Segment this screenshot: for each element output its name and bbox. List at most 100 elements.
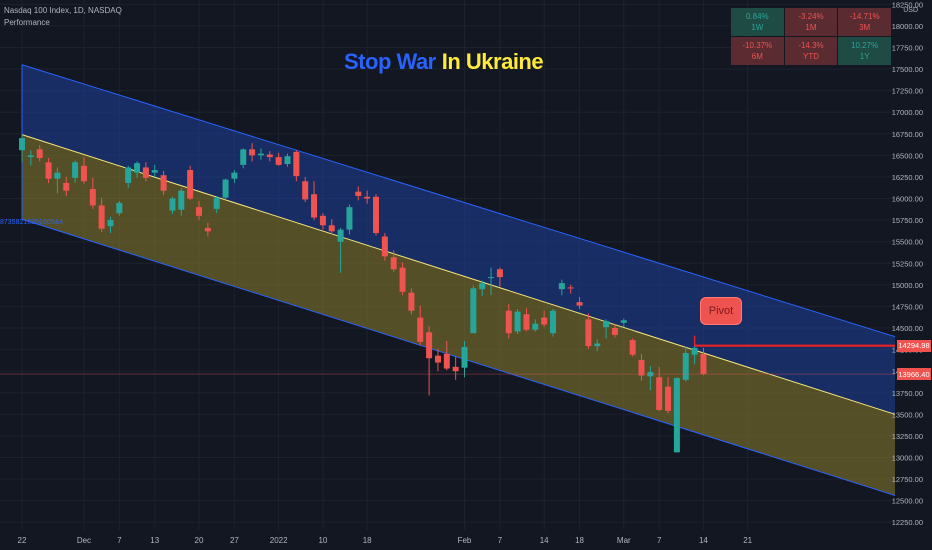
candle [275,152,282,166]
candle [673,377,680,453]
candle-body [213,197,220,209]
candle [470,285,477,334]
performance-value: -14.71% [849,12,880,21]
candle-body [452,366,459,372]
candle [373,194,379,236]
candle [249,143,256,162]
candle-body [523,314,530,330]
candle-body [567,287,574,289]
candle-body [116,202,123,214]
candle [116,201,123,216]
price-tick-label: 14750.00 [892,302,923,311]
candle-body [514,311,521,332]
price-tick-label: 16250.00 [892,173,923,182]
performance-cell: 0.84% 1W [731,8,784,36]
candle [629,338,636,357]
candle [72,160,79,183]
candle-body [311,194,318,218]
candle-body [222,179,229,198]
candle-body [275,157,282,165]
candle [541,310,548,328]
price-tick-label: 15500.00 [892,238,923,247]
candle-body [373,196,379,234]
price-tick-label: 13500.00 [892,410,923,419]
candle [319,213,326,230]
price-tick-label: 13750.00 [892,389,923,398]
candle [187,165,194,201]
candle-body [337,229,344,242]
candle [381,233,388,261]
candle-body [488,277,495,279]
candle-body [98,205,105,229]
candle [611,324,618,338]
performance-period: 1M [805,23,817,32]
price-tick-label: 18000.00 [892,22,923,31]
candle [302,176,309,202]
candle [80,157,87,184]
pivot-price-tag: 14294.98 [897,339,931,352]
candle-body [665,386,672,411]
time-tick-label: Feb [458,536,472,545]
candle-body [187,170,194,199]
candle-body [479,283,486,290]
candle [682,347,689,382]
candle [231,170,238,183]
candle [567,284,574,294]
price-tick-label: 13000.00 [892,453,923,462]
time-tick-label: 10 [318,536,327,545]
candle-body [700,353,707,375]
candle [558,279,565,296]
performance-period: 3M [859,23,871,32]
price-tick-label: 16750.00 [892,130,923,139]
candle-body [585,319,592,347]
price-tick-label: 12250.00 [892,518,923,527]
candle [620,318,627,328]
candle-body [346,207,353,230]
indicator-name: Performance [4,18,50,27]
candle [196,201,202,221]
candle [293,150,300,182]
candle [488,267,495,296]
candle [222,178,229,201]
price-tick-label: 16000.00 [892,195,923,204]
performance-period: 6M [751,52,763,61]
performance-period: 1Y [859,52,870,61]
candle [257,148,264,160]
candle-body [107,220,114,227]
time-tick-label: 13 [150,536,159,545]
candle-body [178,190,185,210]
candle [665,377,672,414]
candle-body [302,181,309,200]
candle-body [390,257,397,270]
price-axis-bg [895,0,932,550]
candle [213,195,220,214]
price-levels [0,335,895,375]
time-tick-label: 7 [498,536,503,545]
channel-mid-line [21,134,896,415]
candle-body [461,347,468,368]
candle-body [355,191,362,196]
time-tick-label: 27 [230,536,239,545]
candle [337,227,344,273]
candle-body [532,323,539,330]
time-tick-label: 21 [743,536,752,545]
performance-cell: -14.3% YTD [784,37,838,65]
candle [284,153,291,167]
price-tick-label: 17500.00 [892,65,923,74]
candle-body [434,355,441,363]
candle [346,204,353,235]
candle-body [36,149,43,158]
candle [19,134,25,163]
candle-body [408,292,415,311]
regression-channel [21,64,896,496]
candle-body [673,378,680,453]
candle [328,219,335,235]
candle [603,319,610,339]
price-tick-label: 17250.00 [892,87,923,96]
chart-header: Nasdaq 100 Index, 1D, NASDAQ Performance [4,5,122,29]
candle [452,356,459,380]
candle [426,326,433,396]
time-tick-label: 20 [195,536,204,545]
channel-lower-line [21,218,896,496]
